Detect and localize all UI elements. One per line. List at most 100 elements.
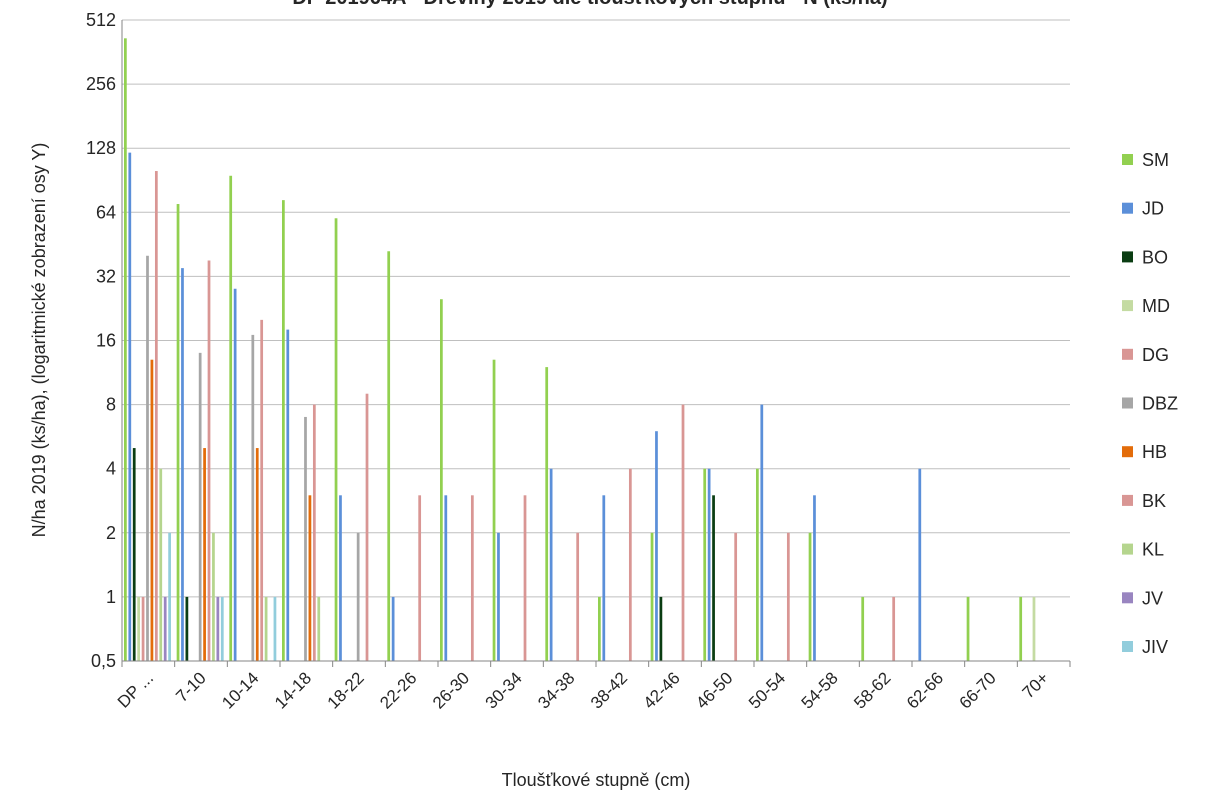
bar-kl [212, 532, 215, 661]
bar-jd [391, 596, 395, 661]
x-tick-label: 34-38 [534, 668, 578, 712]
x-tick-label: 38-42 [587, 668, 631, 712]
legend-label-hb: HB [1142, 442, 1167, 462]
bar-jd [181, 268, 184, 661]
bar-sm [861, 596, 865, 661]
bar-bo [132, 448, 136, 661]
bar-jd [286, 329, 290, 661]
bar-sm [545, 367, 549, 661]
y-tick-label: 1 [106, 587, 116, 607]
bar-hb [255, 448, 259, 661]
bar-jd [602, 495, 606, 661]
legend: SM JD BO MD DG DBZ HB BK KL JV JIV [1122, 150, 1178, 657]
y-tick-label: 4 [106, 459, 116, 479]
y-tick-label: 32 [96, 266, 116, 286]
legend-label-jv: JV [1142, 588, 1163, 608]
chart-title: DP 201964A - Dřeviny 2019 dle tloušťkový… [292, 0, 887, 9]
bar-sm [1019, 596, 1023, 661]
legend-swatch-sm [1122, 154, 1133, 165]
bar-jd [918, 468, 922, 661]
x-tick-label: 62-66 [903, 668, 947, 712]
bar-jd [549, 468, 553, 661]
legend-swatch-kl [1122, 543, 1133, 555]
bar-bo [712, 495, 715, 661]
y-tick-labels: 0,5 1 2 4 8 16 32 64 128 256 512 [86, 10, 116, 671]
bar-jd [497, 532, 500, 661]
bar-bk [365, 393, 369, 661]
bar-bo [185, 596, 189, 661]
x-tick-label: 30-34 [482, 668, 526, 712]
bar-dbz [198, 352, 202, 661]
bar-sm [440, 299, 443, 661]
bar-bk [628, 468, 632, 661]
bar-sm [756, 468, 759, 661]
bar-bo [659, 596, 663, 661]
axes [121, 20, 1071, 667]
bar-sm [598, 596, 601, 661]
bar-jiv [273, 596, 277, 661]
bar-kl [317, 596, 321, 661]
bar-sm [703, 468, 707, 661]
bar-bk [523, 495, 527, 661]
y-tick-label: 256 [86, 74, 116, 94]
legend-swatch-md [1122, 300, 1133, 312]
legend-label-dg: DG [1142, 345, 1169, 365]
bar-jd [707, 468, 711, 661]
bar-jd [339, 495, 342, 661]
legend-swatch-hb [1122, 446, 1133, 458]
legend-swatch-jv [1122, 592, 1133, 604]
x-tick-label: 46-50 [692, 668, 736, 712]
bar-kl [159, 468, 163, 661]
x-tick-labels: DP ... 7-10 10-14 14-18 18-22 22-26 26-30 30-34… [114, 668, 1053, 712]
bar-bk [681, 404, 685, 661]
bar-jiv [168, 532, 171, 661]
x-tick-label: 66-70 [956, 668, 1000, 712]
bar-jd [233, 288, 237, 661]
bar-bk [786, 532, 790, 661]
bar-dg [141, 596, 145, 661]
bar-jd [760, 404, 764, 661]
bar-sm [229, 175, 233, 661]
bar-sm [334, 218, 338, 661]
x-tick-label: DP ... [114, 668, 157, 711]
x-axis-title: Tloušťkové stupně (cm) [502, 770, 691, 790]
legend-swatch-dbz [1122, 397, 1133, 409]
bar-dbz [146, 255, 149, 661]
bar-sm [966, 596, 970, 661]
bar-sm [387, 251, 391, 662]
bar-bk [576, 532, 580, 661]
bar-bk [734, 532, 738, 661]
legend-swatch-bo [1122, 251, 1133, 263]
bar-dbz [356, 532, 360, 661]
legend-label-jd: JD [1142, 199, 1164, 219]
bar-jv [216, 596, 220, 661]
legend-label-dbz: DBZ [1142, 394, 1178, 414]
legend-label-bo: BO [1142, 247, 1168, 267]
bar-jd [813, 495, 816, 661]
bar-sm [282, 200, 285, 661]
bar-bk [154, 171, 158, 662]
y-tick-label: 512 [86, 10, 116, 30]
bar-hb [308, 495, 312, 661]
bar-jv [163, 596, 167, 661]
y-tick-label: 8 [106, 395, 116, 415]
x-tick-label: 70+ [1019, 668, 1053, 702]
y-tick-label: 0,5 [91, 651, 116, 671]
bar-md [1032, 596, 1036, 661]
bar-sm [124, 38, 127, 661]
bar-sm [176, 204, 180, 662]
y-tick-label: 128 [86, 138, 116, 158]
bar-jd [128, 152, 132, 661]
x-tick-label: 7-10 [172, 668, 209, 705]
bar-bk [892, 596, 896, 661]
legend-label-bk: BK [1142, 491, 1166, 511]
bar-bk [207, 260, 211, 661]
bars [124, 38, 1036, 662]
x-tick-label: 42-46 [640, 668, 684, 712]
x-tick-label: 14-18 [271, 668, 315, 712]
legend-label-jiv: JIV [1142, 637, 1168, 657]
bar-sm [492, 359, 496, 661]
x-tick-label: 50-54 [745, 668, 789, 712]
bar-bk [418, 495, 422, 661]
